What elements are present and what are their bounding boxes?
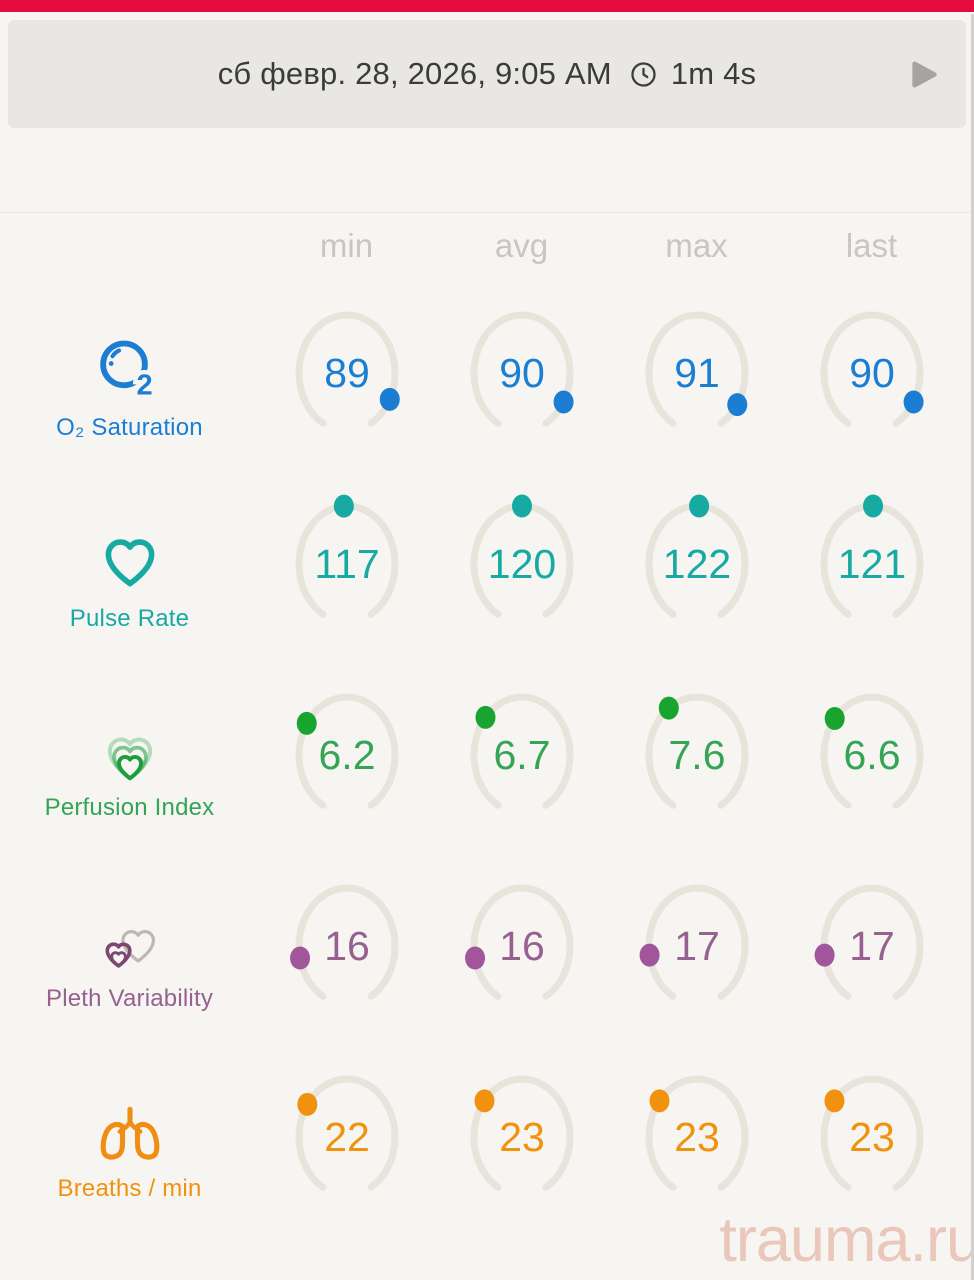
watermark: trauma.ru [719,1205,974,1275]
gauge-value: 16 [324,923,370,969]
metric-label: Breaths / min [57,1174,202,1202]
gauge-o2-saturation-max: 91 [609,301,784,451]
gauge-dot [333,494,354,518]
metric-row-pleth-variability: Pleth Variability 16 16 17 17 [0,853,974,1044]
gauge-dot [296,1092,317,1116]
nested-hearts-icon [95,722,165,787]
gauge-dot [464,946,485,970]
gauge-dot [823,1088,844,1112]
gauge-pleth-variability-last: 17 [784,874,959,1024]
metric-header-breaths-per-min: Breaths / min [0,1105,259,1203]
gauge-dot [814,943,835,967]
gauge-perfusion-index-max: 7.6 [609,683,784,833]
play-button[interactable] [896,20,952,128]
gauge-dot [648,1088,669,1112]
gauge-value: 6.2 [318,732,375,778]
metric-header-pleth-variability: Pleth Variability [0,913,259,1013]
gauge-dot [862,494,883,518]
metric-label: Pulse Rate [69,604,190,632]
gauge-dot [553,390,574,413]
column-header-min: min [319,227,374,264]
gauge-pulse-rate-last: 121 [784,492,959,642]
o2-bubble-icon: 2 [94,337,166,407]
column-header-avg: avg [494,227,549,264]
gauge-value: 23 [499,1114,545,1160]
overlapping-hearts-icon [94,913,166,978]
metric-row-breaths-per-min: Breaths / min 22 23 23 23 [0,1044,974,1235]
metric-row-perfusion-index: Perfusion Index 6.2 6.7 7.6 6.6 [0,662,974,853]
metric-row-pulse-rate: Pulse Rate 117 120 122 121 [0,471,974,662]
gauge-pleth-variability-min: 16 [259,874,434,1024]
gauge-value: 7.6 [668,732,725,778]
gauge-breaths-per-min-min: 22 [259,1065,434,1215]
gauge-value: 122 [662,541,730,587]
gauge-value: 23 [674,1114,720,1160]
gauge-dot [379,387,400,411]
gauge-dot [475,705,495,729]
gauge-perfusion-index-avg: 6.7 [434,683,609,833]
gauge-value: 23 [849,1114,895,1160]
session-duration: 1m 4s [670,56,757,91]
gauge-pleth-variability-max: 17 [609,874,784,1024]
lungs-icon [96,1105,164,1168]
column-header-row: min avg max last [0,212,974,280]
gauge-dot [824,706,845,730]
metric-header-o2-saturation: 2 O₂ Saturation [0,337,259,442]
metric-label: Pleth Variability [45,984,214,1012]
gauge-pulse-rate-avg: 120 [434,492,609,642]
scrollbar-track [971,14,974,1280]
metric-header-pulse-rate: Pulse Rate [0,529,259,633]
gauge-value: 117 [314,541,379,587]
gauge-dot [903,390,924,413]
gauge-value: 89 [324,350,370,396]
clock-icon [630,61,657,88]
session-date: сб февр. 28, 2026, 9:05 AM [217,56,612,91]
metric-row-o2-saturation: 2 O₂ Saturation 89 90 91 90 [0,280,974,471]
metrics-table: min avg max last 2 O₂ Saturation 89 90 91 9… [0,212,974,1235]
gauge-breaths-per-min-last: 23 [784,1065,959,1215]
gauge-value: 121 [837,541,905,587]
gauge-perfusion-index-last: 6.6 [784,683,959,833]
heart-icon [97,529,163,598]
gauge-value: 120 [487,541,555,587]
gauge-dot [511,494,532,517]
gauge-value: 6.6 [843,732,900,778]
gauge-dot [688,494,709,518]
gauge-perfusion-index-min: 6.2 [259,683,434,833]
gauge-dot [726,392,747,416]
play-icon [911,60,937,88]
gauge-value: 17 [849,923,895,969]
gauge-value: 90 [849,350,895,396]
gauge-value: 17 [674,923,720,969]
gauge-dot [658,696,679,720]
gauge-value: 90 [499,350,545,396]
gauge-breaths-per-min-max: 23 [609,1065,784,1215]
svg-text:2: 2 [136,369,152,401]
metric-label: O₂ Saturation [56,414,203,441]
column-header-last: last [845,227,898,264]
metric-header-perfusion-index: Perfusion Index [0,722,259,822]
gauge-dot [296,711,317,735]
gauge-value: 6.7 [493,732,550,778]
gauge-pulse-rate-min: 117 [259,492,434,642]
top-accent-bar [0,0,974,12]
metric-label: Perfusion Index [44,793,215,821]
gauge-o2-saturation-avg: 90 [434,301,609,451]
gauge-dot [473,1088,494,1112]
gauge-dot [289,946,310,970]
session-summary: сб февр. 28, 2026, 9:05 AM 1m 4s [218,56,757,92]
gauge-dot [639,943,660,967]
content-divider [0,212,974,213]
gauge-value: 22 [324,1114,370,1160]
column-header-max: max [665,227,728,264]
gauge-value: 91 [674,350,720,396]
gauge-o2-saturation-min: 89 [259,301,434,451]
gauge-o2-saturation-last: 90 [784,301,959,451]
gauge-pleth-variability-avg: 16 [434,874,609,1024]
gauge-pulse-rate-max: 122 [609,492,784,642]
gauge-breaths-per-min-avg: 23 [434,1065,609,1215]
session-header[interactable]: сб февр. 28, 2026, 9:05 AM 1m 4s [8,20,966,128]
gauge-value: 16 [499,923,545,969]
